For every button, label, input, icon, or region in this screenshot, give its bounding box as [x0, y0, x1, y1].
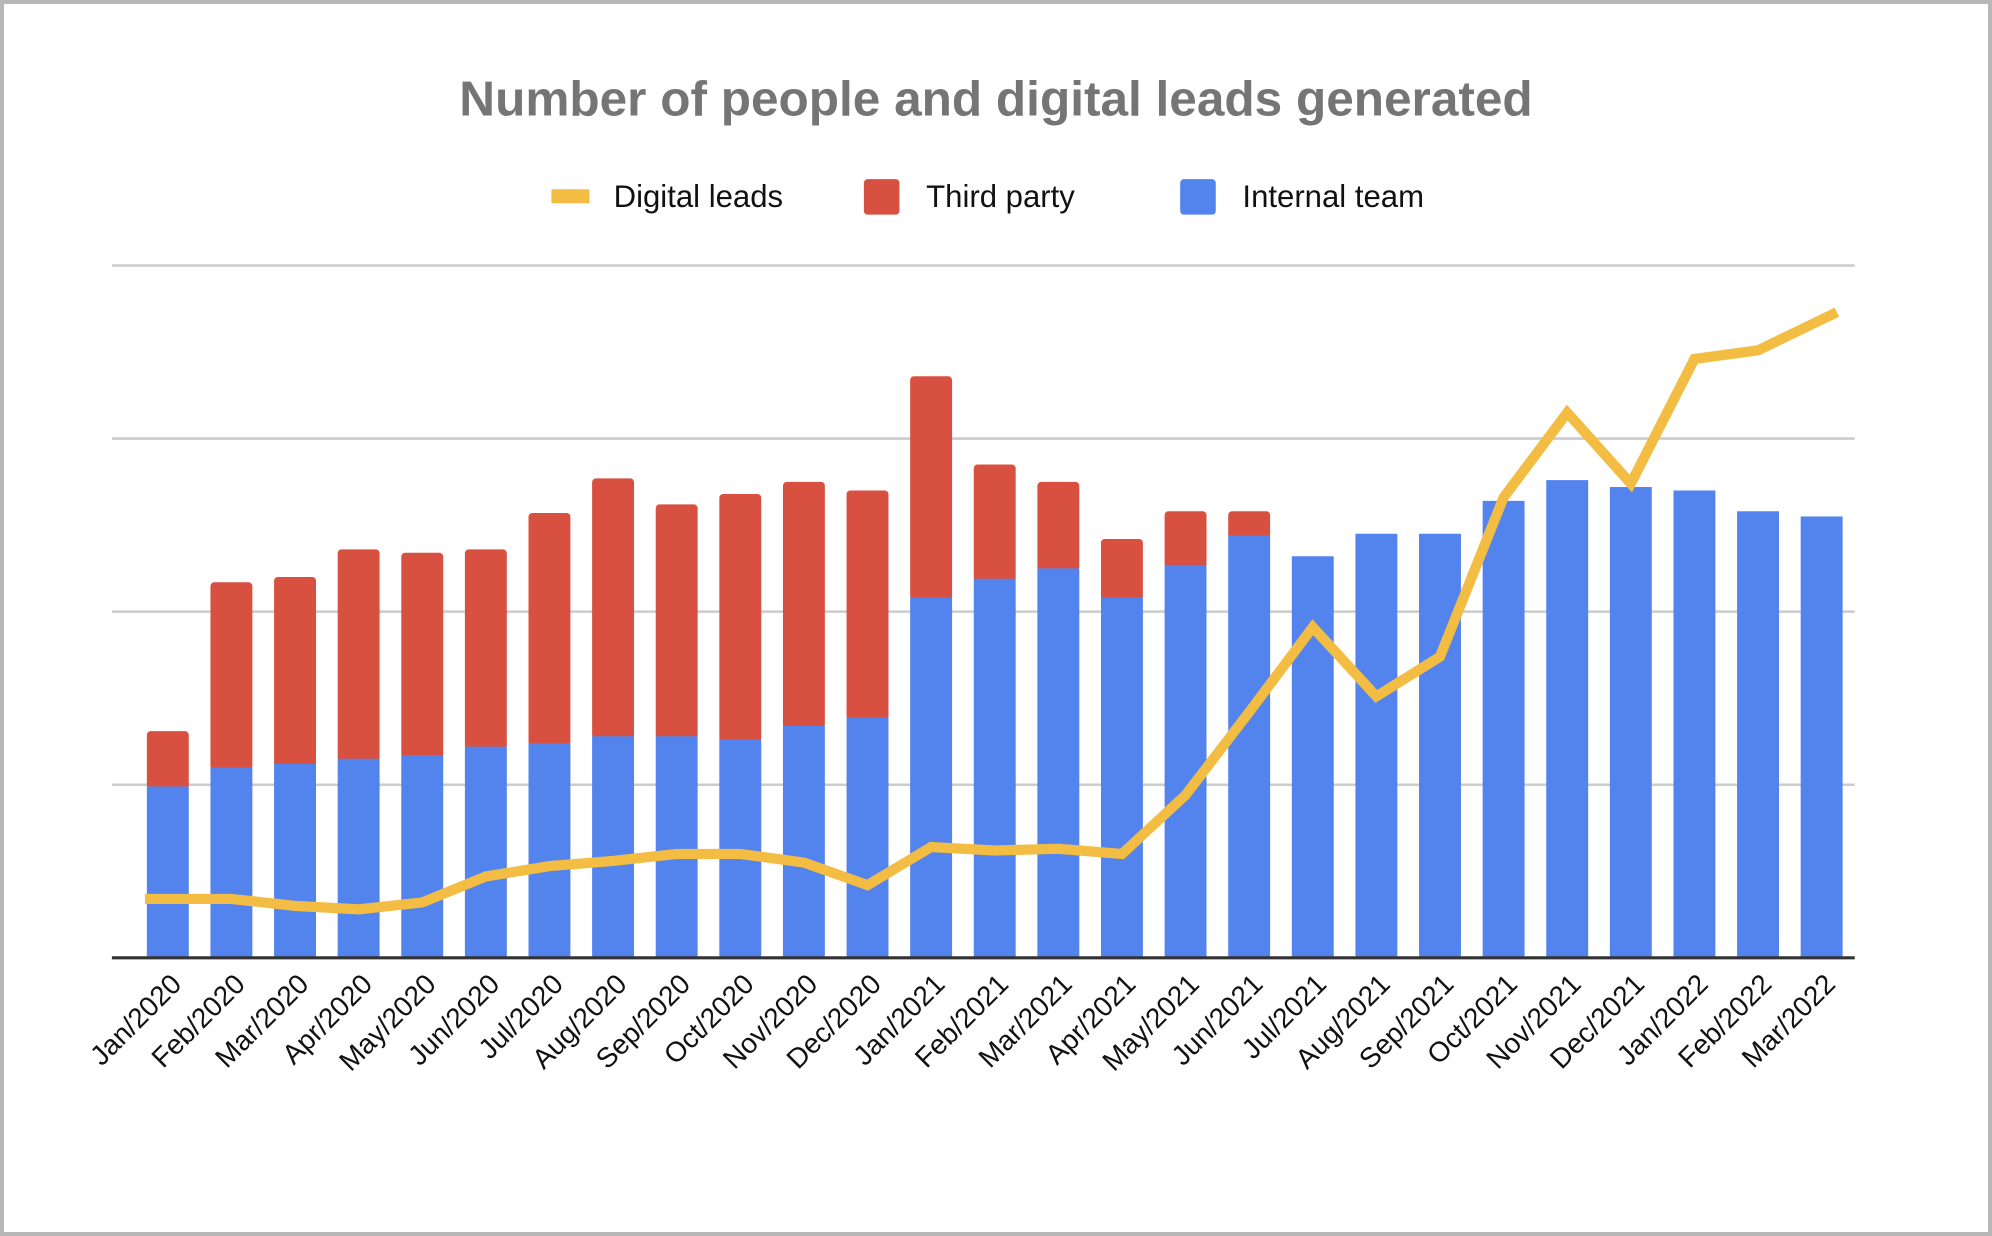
- bar-internal-team[interactable]: [1609, 487, 1652, 958]
- bar-third-party[interactable]: [782, 481, 825, 729]
- bar-internal-team[interactable]: [401, 755, 444, 958]
- bar-internal-team[interactable]: [846, 717, 889, 958]
- chart-title: Number of people and digital leads gener…: [459, 72, 1532, 127]
- bar-internal-team[interactable]: [1737, 511, 1779, 958]
- legend-item-internal-team[interactable]: Internal team: [1180, 179, 1424, 215]
- legend-swatch-digital-leads: [551, 189, 590, 204]
- bar-internal-team[interactable]: [1228, 535, 1271, 958]
- digital-leads-line: [144, 307, 1840, 915]
- bar-internal-team[interactable]: [1419, 533, 1461, 958]
- bar-third-party[interactable]: [910, 376, 953, 601]
- bar-third-party[interactable]: [337, 549, 380, 762]
- bar-third-party[interactable]: [401, 552, 444, 758]
- bars: [146, 376, 1843, 958]
- bar-internal-team[interactable]: [1164, 564, 1207, 958]
- bar-third-party[interactable]: [1100, 538, 1143, 601]
- bar-internal-team[interactable]: [1673, 490, 1716, 958]
- bar-third-party[interactable]: [274, 577, 316, 767]
- bar-internal-team[interactable]: [210, 767, 253, 958]
- bar-third-party[interactable]: [655, 504, 698, 739]
- bar-internal-team[interactable]: [1291, 556, 1334, 958]
- bar-third-party[interactable]: [1164, 511, 1207, 568]
- bar-internal-team[interactable]: [337, 758, 380, 958]
- legend-label-third-party: Third party: [926, 179, 1075, 214]
- bar-third-party[interactable]: [464, 549, 507, 750]
- bar-third-party[interactable]: [846, 490, 889, 720]
- bar-internal-team[interactable]: [910, 597, 953, 958]
- bar-internal-team[interactable]: [719, 739, 762, 958]
- bar-internal-team[interactable]: [464, 746, 507, 958]
- legend: Digital leads Third party Internal team: [551, 179, 1424, 215]
- bar-internal-team[interactable]: [528, 743, 571, 958]
- bar-internal-team[interactable]: [1100, 597, 1143, 958]
- bar-internal-team[interactable]: [146, 786, 189, 958]
- bar-internal-team[interactable]: [1482, 500, 1525, 958]
- bar-third-party[interactable]: [146, 731, 189, 789]
- legend-swatch-internal-team: [1180, 179, 1216, 215]
- bar-third-party[interactable]: [1037, 481, 1080, 571]
- legend-swatch-third-party: [863, 179, 900, 215]
- bar-internal-team[interactable]: [1800, 516, 1843, 958]
- bar-internal-team[interactable]: [1355, 533, 1398, 958]
- bar-third-party[interactable]: [528, 512, 571, 746]
- bar-internal-team[interactable]: [655, 736, 698, 958]
- bar-internal-team[interactable]: [1037, 568, 1080, 958]
- bar-third-party[interactable]: [592, 478, 635, 739]
- bar-internal-team[interactable]: [973, 578, 1016, 958]
- bar-internal-team[interactable]: [274, 763, 316, 958]
- bar-third-party[interactable]: [719, 493, 762, 743]
- bar-internal-team[interactable]: [1546, 480, 1589, 958]
- bar-third-party[interactable]: [973, 464, 1016, 582]
- legend-item-digital-leads[interactable]: Digital leads: [551, 179, 783, 214]
- bar-third-party[interactable]: [210, 582, 253, 770]
- legend-label-digital-leads: Digital leads: [614, 179, 783, 214]
- legend-item-third-party[interactable]: Third party: [863, 179, 1075, 215]
- bar-internal-team[interactable]: [592, 736, 635, 958]
- bar-third-party[interactable]: [1228, 511, 1271, 539]
- x-tick-labels: Jan/2020Feb/2020Mar/2020Apr/2020May/2020…: [84, 968, 1841, 1077]
- legend-label-internal-team: Internal team: [1242, 179, 1424, 214]
- bar-internal-team[interactable]: [782, 725, 825, 958]
